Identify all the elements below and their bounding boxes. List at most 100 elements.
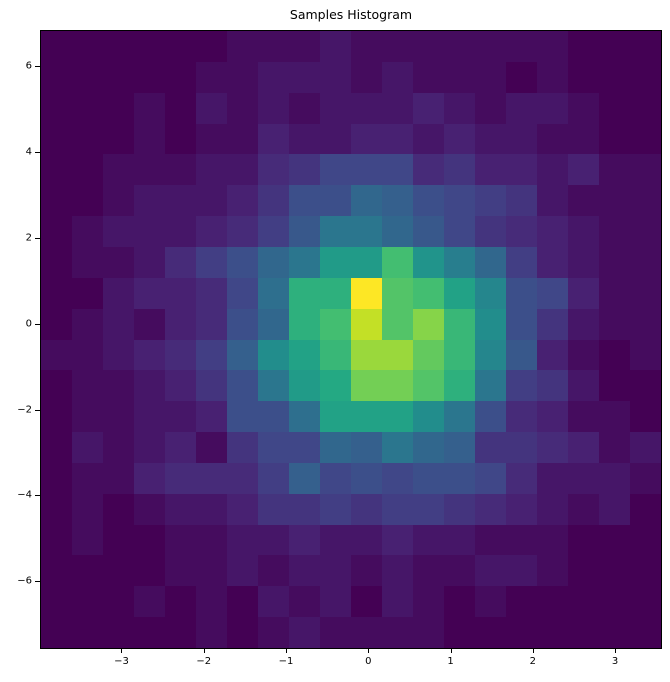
heatmap-cell — [41, 216, 72, 247]
heatmap-cell — [537, 154, 568, 186]
heatmap-cell — [382, 216, 413, 247]
heatmap-cell — [289, 524, 320, 556]
heatmap-cell — [72, 123, 103, 155]
heatmap-cell — [599, 185, 630, 217]
heatmap-cell — [165, 617, 196, 648]
heatmap-cell — [506, 61, 537, 93]
heatmap-cell — [165, 462, 196, 494]
heatmap-cell — [351, 432, 382, 463]
heatmap-cell — [289, 31, 320, 62]
heatmap-cell — [382, 185, 413, 217]
heatmap-cell — [537, 401, 568, 433]
heatmap-cell — [630, 277, 661, 309]
heatmap-cell — [196, 246, 227, 278]
heatmap-cell — [599, 246, 630, 278]
y-axis-tick-label: 2 — [25, 232, 32, 244]
heatmap-cell — [258, 617, 289, 648]
heatmap-cell — [103, 462, 134, 494]
heatmap-cell — [568, 308, 599, 340]
heatmap-cell — [320, 277, 351, 309]
heatmap-cell — [351, 31, 382, 62]
heatmap-cell — [103, 123, 134, 155]
heatmap-cell — [103, 339, 134, 371]
heatmap-cell — [351, 92, 382, 124]
y-axis-tick-mark — [35, 323, 40, 325]
heatmap-cell — [351, 493, 382, 525]
heatmap-cell — [475, 123, 506, 155]
heatmap-cell — [103, 61, 134, 93]
heatmap-cell — [382, 555, 413, 587]
heatmap-cell — [134, 493, 165, 525]
x-axis-tick-mark — [121, 649, 123, 653]
heatmap-cell — [72, 524, 103, 556]
heatmap-cell — [568, 432, 599, 463]
heatmap-cell — [320, 123, 351, 155]
heatmap-cell — [103, 432, 134, 463]
heatmap-cell — [134, 462, 165, 494]
heatmap-cell — [444, 339, 475, 371]
heatmap-cell — [630, 555, 661, 587]
heatmap-cell — [320, 401, 351, 433]
heatmap-cell — [444, 462, 475, 494]
heatmap-cell — [506, 370, 537, 402]
heatmap-cell — [289, 370, 320, 402]
heatmap-cell — [537, 617, 568, 648]
heatmap-cell — [103, 617, 134, 648]
heatmap-cell — [413, 524, 444, 556]
heatmap-cell — [227, 185, 258, 217]
heatmap-cell — [351, 277, 382, 309]
heatmap-cell — [382, 524, 413, 556]
heatmap-cell — [506, 185, 537, 217]
heatmap-cell — [444, 154, 475, 186]
heatmap-cell — [630, 493, 661, 525]
heatmap-cell — [444, 586, 475, 618]
heatmap-cell — [413, 586, 444, 618]
y-axis-tick-mark — [35, 66, 40, 68]
heatmap-cell — [227, 123, 258, 155]
heatmap-cell — [165, 154, 196, 186]
heatmap-cell — [72, 308, 103, 340]
heatmap-cell — [413, 493, 444, 525]
heatmap-cell — [227, 339, 258, 371]
heatmap-cell — [475, 216, 506, 247]
heatmap-cell — [134, 246, 165, 278]
heatmap-cell — [320, 586, 351, 618]
heatmap-cell — [289, 123, 320, 155]
heatmap-cell — [599, 339, 630, 371]
heatmap-cell — [382, 31, 413, 62]
heatmap-cell — [41, 493, 72, 525]
heatmap-cell — [196, 617, 227, 648]
heatmap-cell — [72, 493, 103, 525]
x-axis-tick-mark — [286, 649, 287, 653]
heatmap-cell — [413, 308, 444, 340]
heatmap-cell — [258, 524, 289, 556]
heatmap-cell — [506, 92, 537, 124]
heatmap-cell — [165, 493, 196, 525]
x-axis-tick-mark — [203, 649, 205, 653]
y-axis-tick-mark — [35, 238, 40, 240]
heatmap-cell — [165, 277, 196, 309]
heatmap-cell — [475, 92, 506, 124]
heatmap-cell — [351, 308, 382, 340]
heatmap-cell — [382, 92, 413, 124]
heatmap-cell — [289, 432, 320, 463]
heatmap-cell — [599, 432, 630, 463]
heatmap-cell — [41, 339, 72, 371]
heatmap-cell — [568, 61, 599, 93]
heatmap-cell — [382, 493, 413, 525]
heatmap-cell — [165, 185, 196, 217]
heatmap-cell — [475, 493, 506, 525]
heatmap-cell — [537, 432, 568, 463]
heatmap-cell — [413, 61, 444, 93]
heatmap-cell — [444, 277, 475, 309]
heatmap-cell — [630, 123, 661, 155]
heatmap-cell — [258, 308, 289, 340]
heatmap-cell — [258, 246, 289, 278]
heatmap-cell — [413, 123, 444, 155]
heatmap-cell — [320, 61, 351, 93]
heatmap-cell — [227, 555, 258, 587]
heatmap-cell — [258, 123, 289, 155]
heatmap-cell — [475, 246, 506, 278]
heatmap-cell — [537, 277, 568, 309]
heatmap-cell — [320, 617, 351, 648]
